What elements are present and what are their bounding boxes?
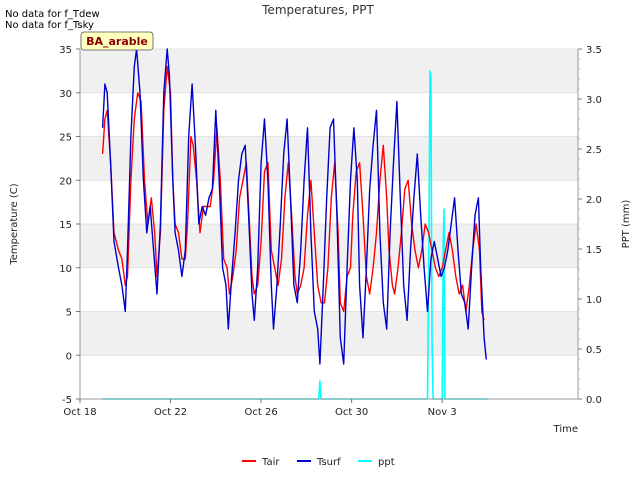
x-tick-label: Oct 18 bbox=[63, 407, 96, 418]
note-tsky: No data for f_Tsky bbox=[5, 20, 94, 31]
y2-axis-ticks: 0.0 0.5 1.0 1.5 2.0 2.5 3.0 3.5 bbox=[578, 45, 602, 406]
legend-label-tair: Tair bbox=[261, 457, 280, 468]
x-tick-label: Oct 26 bbox=[244, 407, 277, 418]
y-tick-label: 20 bbox=[59, 176, 72, 187]
y2-tick-label: 1.0 bbox=[586, 295, 602, 306]
x-axis-label: Time bbox=[553, 424, 578, 435]
y-tick-label: 5 bbox=[66, 308, 72, 319]
badge-box bbox=[80, 31, 154, 51]
legend: Tair Tsurf ppt bbox=[242, 457, 395, 468]
y2-tick-label: 3.5 bbox=[586, 45, 602, 56]
y-tick-label: 10 bbox=[59, 264, 72, 275]
x-tick-label: Oct 30 bbox=[335, 407, 368, 418]
x-tick-label: Nov 3 bbox=[428, 407, 457, 418]
x-tick-label: Oct 22 bbox=[154, 407, 187, 418]
y2-tick-label: 0.0 bbox=[586, 395, 602, 406]
series-line-tsurf bbox=[101, 48, 487, 365]
series-layer bbox=[101, 48, 488, 400]
y2-tick-label: 2.5 bbox=[586, 145, 602, 156]
y-tick-label: -5 bbox=[62, 395, 72, 406]
y-tick-label: 15 bbox=[59, 220, 72, 231]
y-tick-label: 25 bbox=[59, 133, 72, 144]
legend-label-tsurf: Tsurf bbox=[316, 457, 341, 468]
y-axis-ticks: -5 0 5 10 15 20 25 30 35 bbox=[59, 45, 80, 406]
series-line-ppt bbox=[102, 70, 488, 400]
note-tdew: No data for f_Tdew bbox=[5, 9, 100, 20]
y2-tick-label: 0.5 bbox=[586, 345, 602, 356]
background-band bbox=[80, 311, 578, 356]
legend-label-ppt: ppt bbox=[378, 457, 395, 468]
y-axis-label: Temperature (C) bbox=[9, 183, 20, 265]
x-axis-ticks: Oct 18 Oct 22 Oct 26 Oct 30 Nov 3 bbox=[63, 399, 457, 418]
chart-title: Temperatures, PPT bbox=[261, 3, 374, 17]
y2-tick-label: 3.0 bbox=[586, 95, 602, 106]
y-tick-label: 0 bbox=[66, 351, 72, 362]
background-band bbox=[80, 49, 578, 93]
y2-tick-label: 1.5 bbox=[586, 245, 602, 256]
y2-tick-label: 2.0 bbox=[586, 195, 602, 206]
y2-axis-label: PPT (mm) bbox=[621, 200, 632, 249]
y-tick-label: 35 bbox=[59, 45, 72, 56]
badge: BA_arable bbox=[80, 31, 154, 51]
y-tick-label: 30 bbox=[59, 89, 72, 100]
badge-label: BA_arable bbox=[86, 35, 148, 48]
